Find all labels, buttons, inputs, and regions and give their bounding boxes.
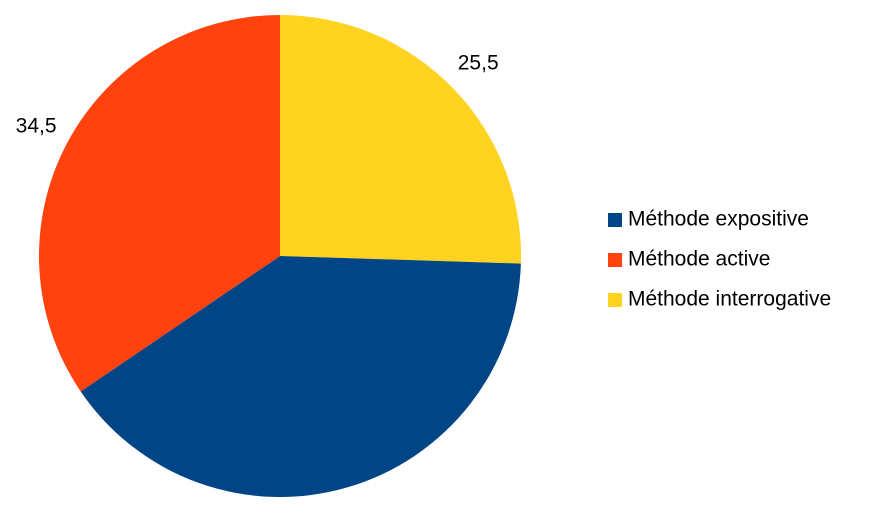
data-label-methode-interrogative: 25,5: [458, 51, 499, 74]
pie-slices: [38, 15, 521, 498]
pie-slice-methode-expositive: [80, 256, 521, 498]
legend-swatch-methode-interrogative: [608, 293, 622, 307]
legend-item-methode-interrogative: Méthode interrogative: [608, 288, 831, 311]
legend-label-methode-expositive: Méthode expositive: [628, 208, 809, 231]
data-label-methode-active: 34,5: [16, 114, 57, 137]
legend-item-methode-active: Méthode active: [608, 248, 770, 271]
legend-swatch-methode-expositive: [608, 213, 622, 227]
pie-slice-methode-active: [38, 15, 280, 392]
legend: Méthode expositive Méthode active Méthode …: [608, 208, 831, 311]
legend-item-methode-expositive: Méthode expositive: [608, 208, 809, 231]
pie-slice-methode-interrogative: [280, 15, 521, 264]
legend-label-methode-interrogative: Méthode interrogative: [628, 288, 831, 311]
legend-label-methode-active: Méthode active: [628, 248, 770, 271]
legend-swatch-methode-active: [608, 253, 622, 267]
